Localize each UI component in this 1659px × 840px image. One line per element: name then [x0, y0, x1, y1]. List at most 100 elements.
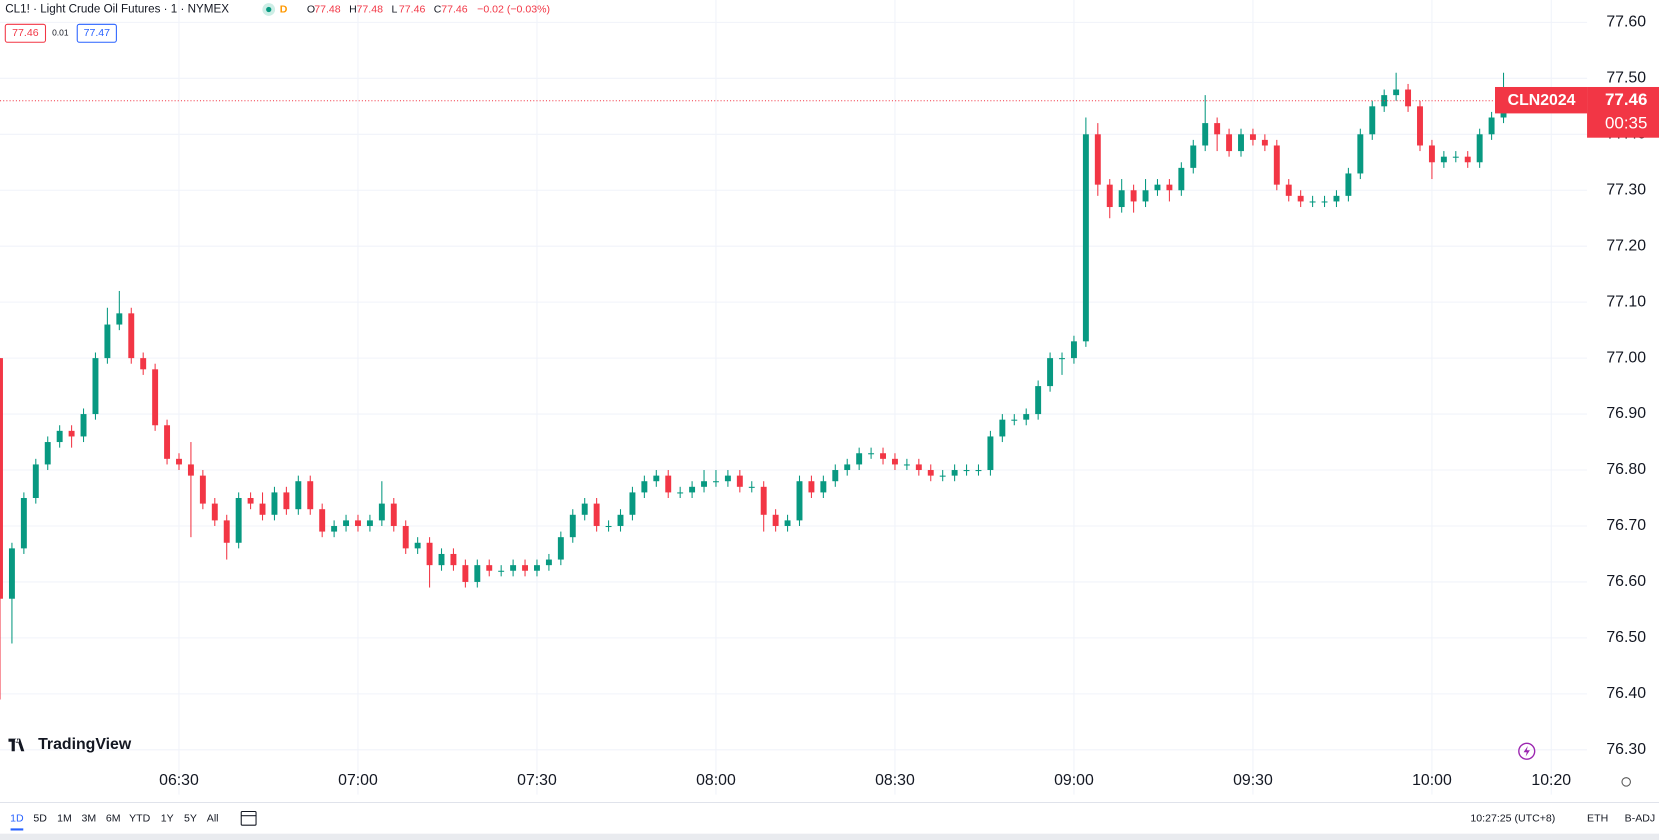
candle-body	[1405, 89, 1412, 107]
candle-body	[414, 542, 421, 549]
candle-body	[1285, 184, 1292, 196]
alert-icon[interactable]	[1518, 742, 1536, 760]
candle-body	[247, 498, 254, 504]
candle-body	[915, 464, 922, 471]
candle-body	[987, 436, 994, 471]
candle-body	[569, 514, 576, 538]
ask-box[interactable]	[76, 23, 117, 43]
candle-body	[331, 525, 338, 532]
candle-body	[724, 475, 731, 482]
candle-body	[784, 520, 791, 526]
candle-body	[617, 514, 624, 526]
adjustment[interactable]: B-ADJ	[1625, 813, 1656, 825]
candle-body	[760, 486, 767, 515]
candle-body	[1166, 184, 1173, 191]
candle-body	[462, 565, 469, 582]
candle-body	[545, 559, 552, 566]
candle-body	[1297, 195, 1304, 202]
candle-body	[1238, 134, 1244, 152]
ask[interactable]: 77.47	[84, 27, 111, 39]
x-tick-label: 09:30	[1233, 772, 1273, 789]
period-button[interactable]: 1Y	[161, 813, 174, 825]
candle-body	[80, 414, 87, 437]
candle-body	[199, 475, 206, 504]
candle-body	[104, 324, 111, 359]
candle-body	[677, 492, 684, 494]
logo[interactable]: TradingView	[38, 736, 132, 753]
candle-body	[808, 481, 815, 493]
period-button[interactable]: YTD	[129, 813, 151, 825]
candle-body	[116, 313, 123, 325]
candle-body	[939, 475, 946, 477]
period-button[interactable]: 1D	[10, 813, 24, 825]
candle-body	[92, 358, 99, 415]
candle-body	[474, 565, 481, 582]
period-button[interactable]: 5Y	[184, 813, 197, 825]
candle-body	[820, 481, 827, 493]
y-tick-label: 77.00	[1606, 349, 1646, 366]
candle-body	[1428, 145, 1435, 163]
bid-box[interactable]	[4, 23, 47, 43]
y-tick-label: 76.60	[1606, 573, 1646, 590]
period-button[interactable]: 6M	[106, 813, 121, 825]
settings-icon[interactable]	[1621, 777, 1631, 787]
candle-body	[772, 514, 779, 526]
candle-body	[665, 475, 672, 493]
candle-body	[1214, 123, 1221, 135]
candle-body	[1333, 195, 1340, 202]
candle-body	[164, 425, 171, 459]
candle-body	[796, 481, 803, 521]
candle-body	[355, 520, 361, 526]
candle-body	[844, 464, 851, 471]
market-badge: D	[280, 3, 288, 15]
date-range-icon[interactable]	[240, 810, 257, 826]
candle-body	[653, 475, 660, 482]
candle-body	[736, 475, 743, 487]
candle-body	[259, 503, 266, 515]
candle-body	[713, 481, 719, 483]
candle-body	[187, 464, 194, 476]
period-button[interactable]: 3M	[82, 813, 97, 825]
candle-body	[1440, 156, 1447, 163]
ohlc-change: −0.02 (−0.03%)	[477, 3, 550, 15]
candle-body	[1178, 167, 1185, 191]
candle-body	[438, 553, 445, 566]
candle-body	[605, 525, 612, 528]
period-button[interactable]: 1M	[57, 813, 72, 825]
candle-body	[856, 453, 863, 465]
candle-body	[1047, 358, 1054, 387]
candle-body	[975, 470, 982, 472]
y-tick-label: 76.30	[1606, 741, 1646, 758]
period-button[interactable]: 5D	[33, 813, 47, 825]
ohlc-value: 77.46	[399, 3, 426, 15]
clock[interactable]: 10:27:25 (UTC+8)	[1470, 813, 1555, 825]
candle-body	[832, 470, 839, 482]
ohlc-value: 77.48	[357, 3, 384, 15]
candle-body	[1357, 134, 1364, 174]
candle-body	[880, 453, 886, 459]
candle-body	[68, 430, 75, 437]
candle-body	[581, 503, 588, 515]
period-button[interactable]: All	[207, 813, 219, 825]
candle-body	[748, 486, 755, 488]
countdown: 00:35	[1605, 113, 1647, 132]
candle-body	[903, 464, 910, 466]
y-tick-label: 76.50	[1606, 629, 1646, 646]
candle-body	[510, 565, 517, 571]
candle-body	[1082, 134, 1089, 342]
candle-body	[1142, 190, 1149, 202]
session[interactable]: ETH	[1587, 813, 1608, 825]
candle-body	[1011, 419, 1018, 421]
candle-body	[1452, 156, 1459, 158]
candle-body	[1309, 201, 1316, 203]
candle-body	[211, 503, 218, 521]
candle-body	[951, 470, 958, 476]
bid[interactable]: 77.46	[12, 27, 39, 39]
ohlc-value: 77.46	[441, 3, 468, 15]
y-tick-label: 76.80	[1606, 461, 1646, 478]
candle-body	[1059, 358, 1065, 360]
candle-body	[1023, 414, 1030, 420]
grid: 76.30 76.40 76.50 76.60 76.70 76.80 76.90 77.00…	[0, 0, 1646, 795]
candle-body	[1369, 106, 1376, 135]
candle-body	[390, 503, 397, 526]
